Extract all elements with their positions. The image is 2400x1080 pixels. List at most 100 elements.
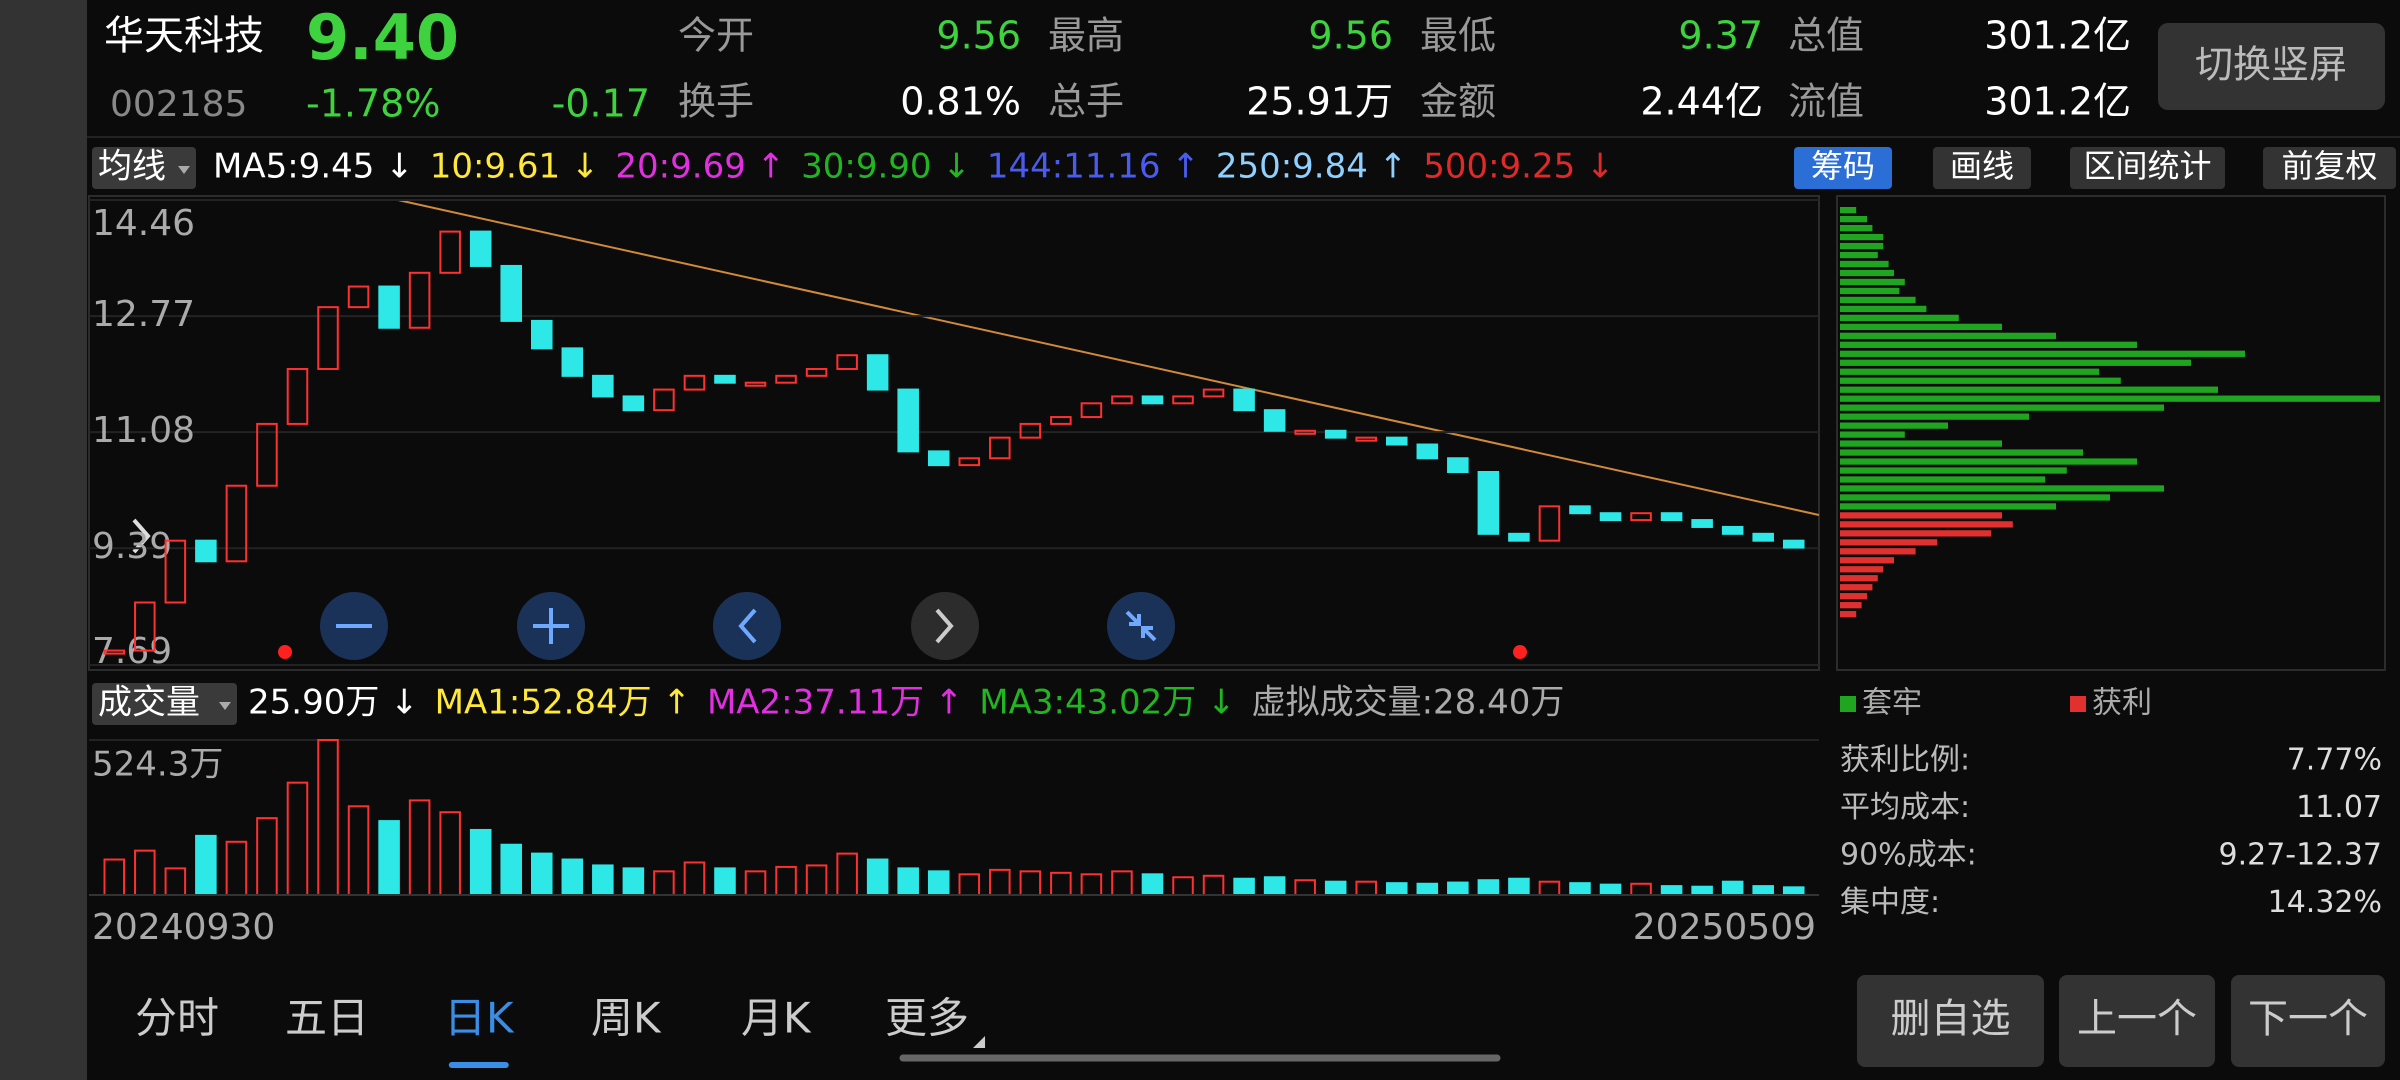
nav-icons — [336, 608, 1157, 644]
tab[interactable]: 五日 — [285, 994, 369, 1043]
tool-button[interactable] — [2070, 147, 2225, 189]
icon — [935, 608, 954, 644]
chip-bar — [1840, 521, 2013, 528]
chip-bar — [1840, 260, 1889, 268]
chip-bar — [1840, 377, 2121, 384]
volume-bar — [561, 858, 584, 896]
candle — [1080, 402, 1103, 419]
candle — [653, 388, 675, 412]
candle — [103, 649, 126, 655]
selector-box[interactable] — [92, 683, 237, 725]
action-button[interactable] — [2231, 975, 2385, 1067]
chip-bar — [1840, 413, 2029, 420]
volume-bar — [195, 834, 217, 896]
chip-bar — [1840, 386, 2218, 393]
y-tick-label: 12.77 — [92, 294, 195, 335]
nav-button[interactable] — [713, 592, 781, 660]
icon — [738, 608, 757, 644]
chip-bar — [1840, 602, 1862, 609]
tab[interactable]: 更多 — [885, 994, 969, 1043]
volume-bar — [866, 858, 889, 896]
marker-dot — [278, 645, 292, 659]
candle — [469, 230, 492, 267]
candle — [1294, 429, 1316, 435]
volume-bar — [1263, 876, 1286, 897]
chip-bar — [1840, 323, 2002, 331]
indicator-value: MA1:52.84万 ↑ — [435, 683, 691, 723]
candle — [1508, 532, 1530, 542]
toggle-button[interactable] — [2158, 23, 2385, 110]
candle — [927, 450, 950, 467]
candle — [1660, 512, 1683, 522]
tool-label: 前复权 — [2281, 147, 2377, 185]
chip-bar — [1840, 458, 2137, 465]
candle — [1630, 512, 1652, 522]
volume-bar — [1599, 883, 1622, 897]
chip-bar — [1840, 314, 1959, 322]
nav-button[interactable] — [911, 592, 979, 660]
tool-button[interactable] — [1794, 147, 1892, 189]
candle — [1385, 436, 1408, 446]
stat-label: 流值 — [1788, 80, 1864, 124]
volume-bar — [714, 867, 736, 896]
indicator-value: MA5:9.45 ↓ — [213, 147, 414, 187]
chip-bar — [1840, 242, 1884, 250]
tool-button[interactable] — [1933, 147, 2031, 189]
trend-line — [397, 199, 1820, 516]
stat-label: 总值 — [1788, 14, 1864, 58]
dynamic-layer: 华天科技 9.40 002185 -1.78% -0.17 今开 9.56 最高 9.56 最低 9… — [89, 1, 2396, 1068]
legend-label: 获利 — [2092, 686, 2152, 721]
chip-bar — [1840, 233, 1884, 241]
indicator-value: 20:9.69 ↑ — [615, 147, 785, 187]
candle — [836, 354, 858, 370]
chip-bar — [1840, 494, 2110, 501]
tab-underline — [448, 1062, 509, 1068]
tool-label: 画线 — [1950, 147, 2014, 185]
tool-label: 区间统计 — [2083, 147, 2211, 185]
tab[interactable]: 分时 — [135, 994, 219, 1043]
chip-bar — [1840, 368, 2100, 375]
stat-value: 9.56 — [936, 14, 1021, 58]
volume-bar — [1141, 873, 1164, 896]
tool-button[interactable] — [2263, 147, 2396, 189]
chip-bar — [1840, 224, 1873, 232]
candle — [805, 367, 828, 377]
candle — [1324, 429, 1347, 439]
selector-box[interactable] — [92, 147, 196, 189]
candle — [195, 539, 217, 563]
action-button[interactable] — [2059, 975, 2215, 1067]
candle — [1172, 395, 1194, 405]
legend-swatch — [2070, 696, 2086, 712]
tab[interactable]: 月K — [741, 994, 812, 1043]
candle — [1599, 512, 1622, 522]
icon — [533, 608, 569, 644]
candle — [622, 395, 645, 412]
chip-bar — [1840, 539, 1938, 546]
chip-bar — [1840, 557, 1894, 564]
volume-bar — [1416, 882, 1439, 897]
change-pct: -1.78% — [306, 82, 440, 126]
candle — [1019, 422, 1042, 439]
chip-bar — [1840, 296, 1916, 304]
tab[interactable]: 周K — [591, 994, 662, 1043]
tab[interactable]: 日K — [444, 994, 515, 1043]
chip-bar — [1840, 593, 1867, 600]
chip-bar — [1840, 359, 2191, 366]
side-strip — [0, 0, 87, 1080]
stat-value: 301.2亿 — [1984, 14, 2131, 58]
expand-arrow[interactable] — [132, 518, 151, 554]
volume-bar — [927, 870, 950, 897]
candle — [561, 347, 584, 377]
action-button[interactable] — [1857, 975, 2044, 1067]
stock-price: 9.40 — [306, 1, 459, 74]
chip-stat-label: 集中度: — [1840, 885, 1940, 920]
candle — [1141, 395, 1164, 405]
marker-dot — [1513, 645, 1527, 659]
candle — [744, 381, 767, 387]
nav-button[interactable] — [1107, 592, 1175, 660]
chip-bar — [1840, 287, 1900, 295]
candle — [439, 230, 461, 274]
candle — [500, 264, 523, 322]
chip-bar — [1840, 332, 2056, 339]
chip-frame — [1836, 195, 2386, 671]
